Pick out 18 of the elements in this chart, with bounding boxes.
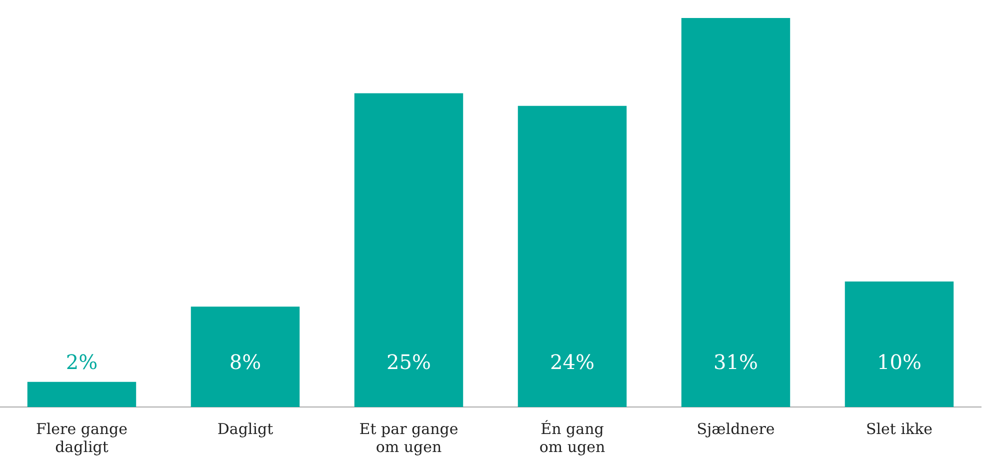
- x-tick-label: Flere gange dagligt: [36, 420, 128, 456]
- data-label: 24%: [550, 350, 594, 374]
- x-tick-label: Slet ikke: [866, 420, 933, 438]
- bar: [190, 306, 300, 407]
- bar: [518, 106, 627, 407]
- data-label: 31%: [714, 350, 758, 374]
- bar: [844, 282, 954, 407]
- x-tick-label: Dagligt: [217, 420, 274, 438]
- x-tick-label: Én gang om ugen: [539, 420, 606, 456]
- data-label: 8%: [229, 350, 262, 374]
- bar: [354, 93, 464, 407]
- data-label: 10%: [877, 350, 922, 374]
- bar: [27, 382, 136, 407]
- data-label: 2%: [66, 350, 98, 374]
- x-tick-label: Et par gange om ugen: [359, 420, 458, 456]
- x-tick-label: Sjældnere: [696, 420, 775, 438]
- bar: [681, 18, 790, 407]
- data-label: 25%: [386, 350, 431, 374]
